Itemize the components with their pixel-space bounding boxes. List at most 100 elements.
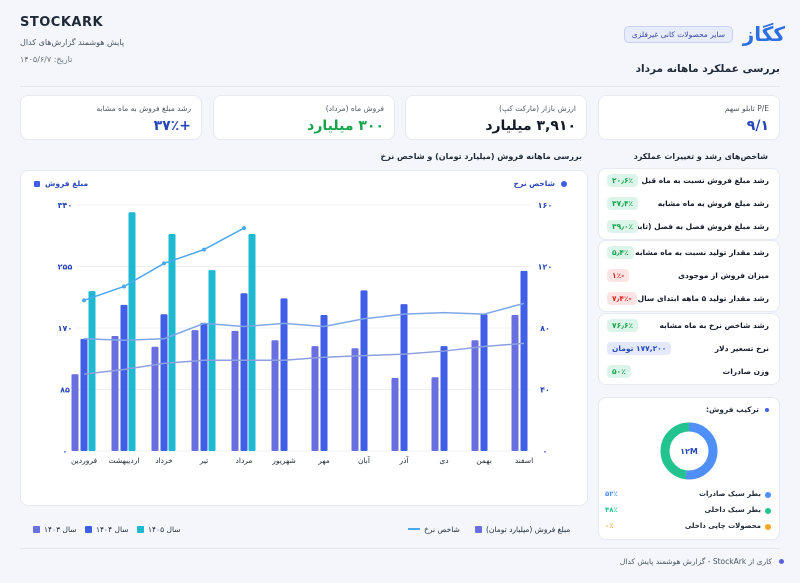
y2-tick-label: ۴۰ [540,386,550,395]
logo: کگاز [742,22,785,46]
x-tick-label: دی [439,456,448,465]
legend-label: شاخص نرخ [424,524,460,534]
y2-label: شاخص نرخ [513,179,555,188]
kpi-label: P/E تابلو سهم [724,104,769,113]
bar [160,314,168,451]
composition-label: محصولات چاپی داخلی [684,522,761,530]
kpi-value: ۹/۱ [746,118,769,134]
legend-swatch [475,525,482,533]
legend-label: سال ۱۴۰۴ [96,524,129,534]
chart: ۰ ۸۵ ۱۷۰ ۲۵۵ ۳۴۰ ۰ ۴۰ ۸۰ ۱۲۰ ۱۶۰ فروردین اردیبهشت خر… [58,201,553,465]
rate-marker [242,226,246,231]
bar [168,233,176,451]
indicator-label: رشد مبلغ فروش نسبت به ماه قبل [641,176,769,185]
legend-swatch [408,528,420,530]
y2-label-swatch [561,181,567,187]
y-tick-label: ۰ [63,447,68,456]
legend-item: سال ۱۴۰۳ [33,523,77,535]
indicator-value: ۲۰٫۶٪ [607,174,639,187]
divider [20,548,780,549]
x-tick-label: تیر [199,456,209,465]
subtitle: پایش هوشمند گزارش‌های کدال [20,38,125,47]
indicator-row: رشد مبلغ فروش به ماه مشابه ۳۷٫۴٪ [605,194,773,214]
y-label: مبلغ فروش [45,179,89,188]
y2-tick-label: ۱۶۰ [538,201,553,210]
indicator-label: رشد مبلغ فروش فصل به فصل (تابستان) [616,222,769,231]
y-tick-label: ۸۵ [60,386,70,395]
bar [88,291,96,451]
bar [120,304,128,451]
bar [128,212,136,451]
bar [111,335,119,451]
indicator-label: رشد مقدار تولید ۵ ماهه ابتدای سال [637,294,769,303]
x-tick-label: خرداد [155,456,173,465]
kpi-label: فروش ماه (مرداد) [325,104,384,113]
composition-value: ۰٪ [605,522,614,530]
indicator-value: -۷٫۴٪ [607,292,637,305]
indicator-value: ۳۷٫۴٪ [607,197,639,210]
legend-item: شاخص نرخ [408,523,460,535]
composition-row: محصولات چاپی داخلی ۰٪ [605,522,771,534]
chart-card: مبلغ فروش شاخص نرخ ۰ ۸۵ ۱۷۰ ۲۵۵ ۳۴۰ ۰ ۴۰ ۸۰ ۱۲۰ ۱… [20,170,588,506]
kpi-card: فروش ماه (مرداد) ۳۰۰ میلیارد [213,95,395,140]
kpi-card: ارزش بازار (مارکت کپ) ۳,۹۱۰ میلیارد [405,95,587,140]
legend-swatch [137,525,144,533]
indicator-label: میزان فروش از موجودی [678,271,769,280]
bar [360,290,368,451]
bar [511,314,519,451]
legend-label: سال ۱۴۰۳ [44,524,77,534]
legend-item: سال ۱۴۰۴ [85,523,129,535]
donut-center: ۱۲M [680,447,698,456]
kpi-card: P/E تابلو سهم ۹/۱ [598,95,780,140]
bar [351,348,359,451]
indicator-row: رشد شاخص نرخ به ماه مشابه ۷۶٫۶٪ [605,316,773,336]
bar [400,304,408,451]
bar [151,346,159,451]
indicator-label: نرخ تسعیر دلار [714,344,769,353]
kpi-value: ۳,۹۱۰ میلیارد [485,118,576,134]
indicator-row: وزن صادرات ۵۰٪ [605,362,773,382]
legend-item: سال ۱۴۰۵ [137,523,181,535]
composition-row: بطر سبک صادرات ۵۲٪ [605,490,771,502]
x-tick-label: مهر [317,456,330,465]
indicator-row: رشد مقدار تولید ۵ ماهه ابتدای سال -۷٫۴٪ [605,289,773,309]
bullet [765,408,769,412]
indicator-card: رشد مبلغ فروش نسبت به ماه قبل ۲۰٫۶٪ رشد مب… [598,168,780,240]
bar [431,377,439,451]
bar [191,330,199,451]
x-tick-label: آذر [398,455,409,465]
date: تاریخ: ۱۴۰۵/۶/۷ [20,55,73,64]
kpi-value: ۳۰۰ میلیارد [307,118,384,134]
indicator-value: -۱٪ [607,269,630,282]
composition-label: بطر سبک داخلی [704,506,761,514]
indicator-card: رشد شاخص نرخ به ماه مشابه ۷۶٫۶٪ نرخ تسعیر … [598,313,780,385]
x-tick-label: اسفند [515,456,533,465]
kpi-label: ارزش بازار (مارکت کپ) [499,104,576,113]
bar [480,314,488,451]
bar [80,338,88,451]
indicator-label: رشد شاخص نرخ به ماه مشابه [659,321,769,330]
x-tick-label: آبان [358,455,371,465]
bar [311,346,319,451]
industry-pill: سایر محصولات کانی غیرفلزی [623,26,733,43]
composition-value: ۴۸٪ [605,506,618,514]
kpi-label: رشد مبلغ فروش به ماه مشابه [96,104,191,113]
rate-marker [122,284,126,289]
y-label-swatch [34,181,40,187]
indicator-row: رشد مقدار تولید نسبت به ماه مشابه ۵٫۴٪ [605,243,773,263]
bar [391,377,399,451]
indicator-row: رشد مبلغ فروش فصل به فصل (تابستان) ۳۹٫۰٪ [605,217,773,237]
indicator-value: ۷۶٫۶٪ [607,319,639,332]
indicator-row: میزان فروش از موجودی -۱٪ [605,266,773,286]
bar [320,314,328,451]
bar [271,340,279,451]
composition-label: بطر سبک صادرات [698,490,761,498]
legend-label: سال ۱۴۰۵ [148,524,181,534]
rate-line [83,342,525,375]
footer-dot [779,559,784,564]
indicators-title: شاخص‌های رشد و تغییرات عملکرد [633,152,768,161]
x-tick-label: بهمن [476,456,492,465]
rate-line [83,302,525,342]
bar [240,293,248,451]
